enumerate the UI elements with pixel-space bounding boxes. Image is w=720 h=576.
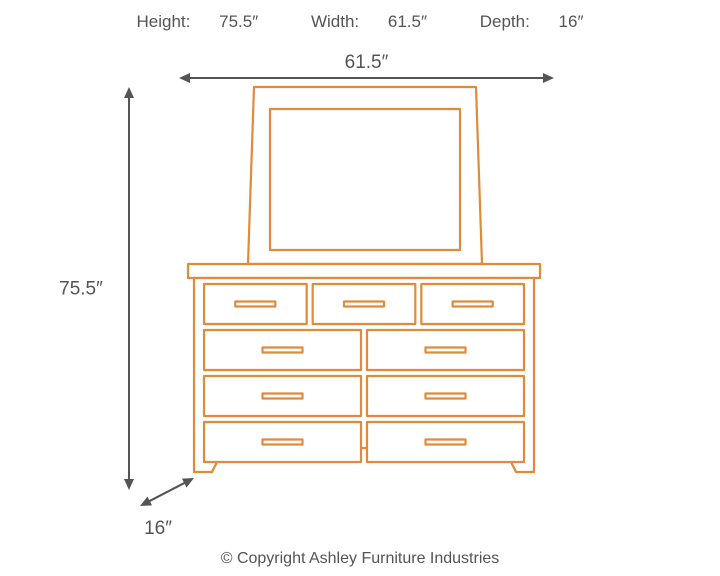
svg-text:61.5″: 61.5″ bbox=[345, 52, 389, 73]
svg-text:75.5″: 75.5″ bbox=[59, 279, 103, 300]
svg-text:16″: 16″ bbox=[144, 518, 172, 539]
furniture-drawing bbox=[188, 87, 540, 472]
copyright-text: © Copyright Ashley Furniture Industries bbox=[0, 550, 720, 568]
diagram-svg: 61.5″ 75.5″ 16″ bbox=[0, 0, 720, 576]
